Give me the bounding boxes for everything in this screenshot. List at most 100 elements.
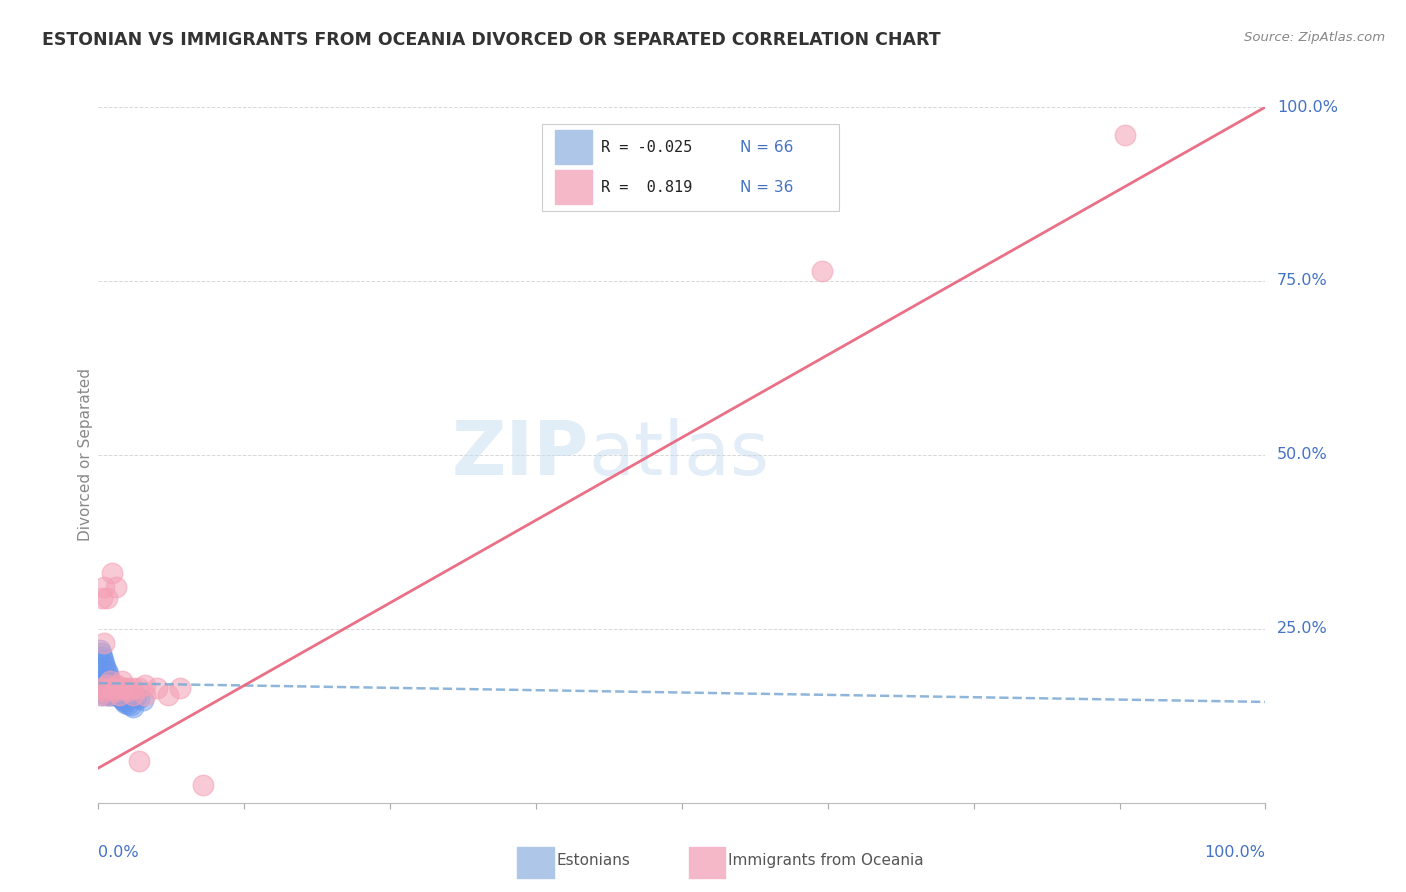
Point (128, 681, 150, 695)
Point (120, 698, 142, 713)
Point (94, 684, 117, 698)
Point (104, 683, 127, 698)
Text: 25.0%: 25.0% (1277, 622, 1327, 636)
Point (100, 676, 122, 690)
Point (111, 674, 134, 689)
Point (811, 263, 834, 277)
Text: N = 36: N = 36 (741, 180, 793, 195)
Point (111, 693, 134, 707)
Point (90, 674, 112, 689)
Text: 100.0%: 100.0% (1277, 100, 1339, 114)
Point (97, 681, 120, 695)
Point (117, 684, 139, 698)
Point (103, 681, 125, 695)
Point (93, 682, 115, 697)
Point (104, 684, 127, 698)
Point (93, 636, 115, 650)
Point (97, 667, 120, 681)
Point (1114, 128, 1136, 142)
Point (90, 591, 112, 605)
Text: 0.0%: 0.0% (98, 845, 139, 860)
Point (104, 684, 127, 698)
Point (96, 591, 118, 605)
Point (97, 684, 120, 698)
Point (117, 684, 139, 698)
Point (104, 580, 127, 594)
Point (97, 688, 120, 702)
Point (112, 688, 135, 702)
FancyBboxPatch shape (555, 130, 592, 164)
Point (105, 688, 128, 702)
Point (94, 679, 117, 693)
Point (108, 681, 131, 695)
Point (89, 642, 111, 657)
Point (105, 686, 128, 700)
Point (100, 688, 122, 702)
Point (101, 681, 124, 695)
Point (91, 679, 114, 693)
Point (111, 681, 134, 695)
Point (111, 688, 134, 702)
Point (98, 682, 121, 697)
FancyBboxPatch shape (541, 124, 839, 211)
Point (96, 677, 118, 691)
Point (122, 681, 145, 695)
Point (96, 682, 118, 697)
Point (112, 681, 135, 695)
Text: ZIP: ZIP (451, 418, 589, 491)
Point (134, 688, 156, 702)
Point (98, 681, 121, 695)
Text: R =  0.819: R = 0.819 (602, 180, 693, 195)
Point (169, 681, 191, 695)
Point (96, 688, 118, 702)
Point (98, 674, 121, 689)
Text: atlas: atlas (589, 418, 769, 491)
Point (98, 686, 121, 700)
Point (93, 657, 115, 671)
Text: R = -0.025: R = -0.025 (602, 140, 693, 155)
Y-axis label: Divorced or Separated: Divorced or Separated (77, 368, 93, 541)
Point (107, 688, 129, 702)
Point (93, 580, 115, 594)
Text: Estonians: Estonians (557, 854, 631, 868)
Text: 75.0%: 75.0% (1277, 274, 1327, 288)
Text: N = 66: N = 66 (741, 140, 793, 155)
Point (122, 688, 145, 702)
Point (98, 674, 121, 689)
Point (110, 690, 132, 705)
Point (96, 664, 118, 678)
Point (114, 686, 136, 700)
Point (101, 679, 124, 693)
Point (104, 684, 127, 698)
Point (97, 688, 120, 702)
Point (112, 694, 135, 708)
Point (90, 684, 112, 698)
Text: 50.0%: 50.0% (1277, 448, 1327, 462)
Point (111, 691, 134, 706)
Point (110, 686, 132, 700)
Point (125, 690, 148, 704)
Point (90, 646, 112, 660)
Text: Source: ZipAtlas.com: Source: ZipAtlas.com (1244, 31, 1385, 45)
Point (115, 688, 138, 702)
Point (122, 686, 145, 700)
Point (104, 686, 127, 700)
Point (108, 688, 131, 702)
Point (134, 677, 156, 691)
Text: ESTONIAN VS IMMIGRANTS FROM OCEANIA DIVORCED OR SEPARATED CORRELATION CHART: ESTONIAN VS IMMIGRANTS FROM OCEANIA DIVO… (42, 31, 941, 49)
Point (90, 688, 112, 702)
Point (93, 676, 115, 690)
Point (108, 690, 131, 704)
Point (90, 681, 112, 695)
Point (132, 693, 155, 707)
Point (114, 696, 136, 710)
Point (89, 688, 111, 702)
Point (193, 778, 215, 792)
Point (101, 686, 124, 700)
Point (103, 688, 125, 702)
Point (94, 660, 117, 674)
Point (101, 566, 124, 581)
Point (90, 684, 112, 698)
Point (146, 681, 169, 695)
Point (111, 684, 134, 698)
